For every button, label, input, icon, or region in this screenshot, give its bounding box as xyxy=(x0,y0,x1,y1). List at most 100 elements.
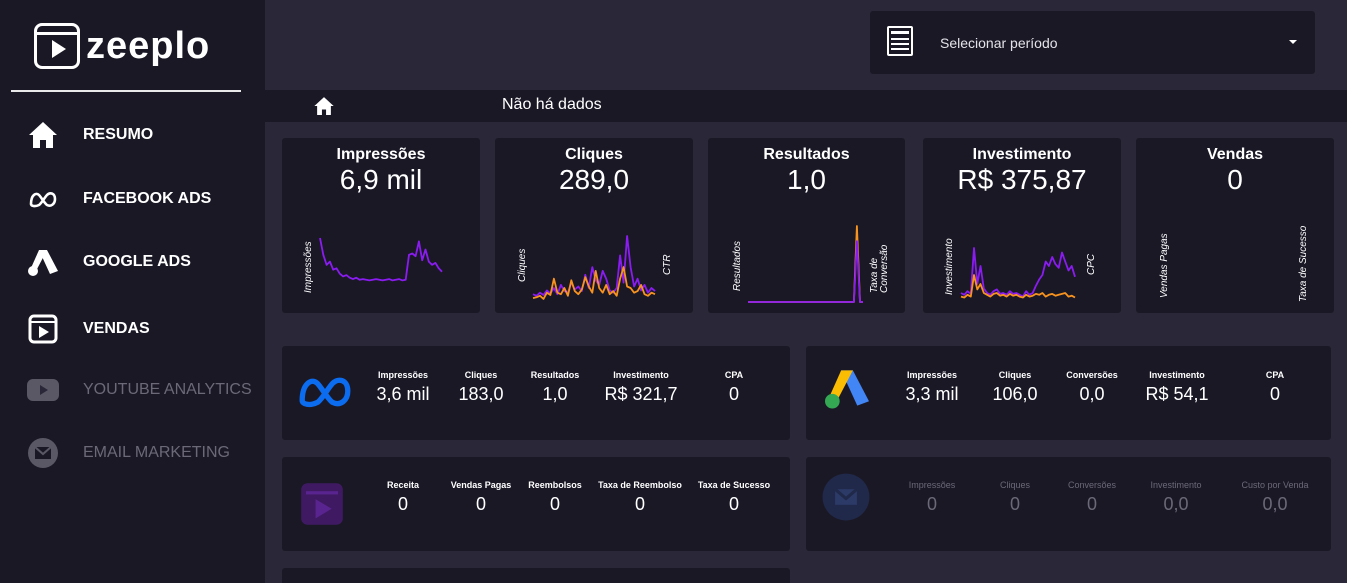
email-panel[interactable]: Impressões 0 Cliques 0 Conversões 0 Investi… xyxy=(806,457,1331,551)
breadcrumb: Não há dados xyxy=(265,90,1347,122)
brand-name: zeeplo xyxy=(86,24,211,67)
stat: Reembolsos 0 xyxy=(505,480,605,515)
stat-value: 3,6 mil xyxy=(376,384,430,404)
stat: Receita 0 xyxy=(353,480,453,515)
stat-value: 0 xyxy=(926,494,937,514)
sidebar-item-label: VENDAS xyxy=(83,320,150,337)
stat-label: Custo por Venda xyxy=(1241,480,1309,490)
stat-label: Conversões xyxy=(1066,370,1118,380)
stat-value: 0 xyxy=(728,384,739,404)
kpi-title: Impressões xyxy=(336,146,426,163)
sidebar-item-youtube-analytics[interactable]: YOUTUBE ANALYTICS xyxy=(0,365,265,415)
sidebar: zeeplo RESUMO FACEBOOK ADS GOOGLE ADS VE… xyxy=(0,0,265,583)
stat: Cliques 0 xyxy=(965,480,1065,515)
stat-label: Investimento xyxy=(1150,480,1202,490)
sidebar-item-label: RESUMO xyxy=(83,126,154,143)
home-icon xyxy=(26,118,60,152)
stat-value: 0 xyxy=(1269,384,1280,404)
stat-value: 0,0 xyxy=(1079,384,1105,404)
kpi-value: 0 xyxy=(1227,164,1243,195)
youtube-icon xyxy=(26,373,60,407)
sidebar-item-label: EMAIL MARKETING xyxy=(83,444,230,461)
stat-value: 0 xyxy=(1086,494,1097,514)
series-line-impress-es xyxy=(319,237,443,282)
sidebar-item-facebook-ads[interactable]: FACEBOOK ADS xyxy=(0,174,265,224)
stat-value: 0,0 xyxy=(1262,494,1288,514)
stat-label: Impressões xyxy=(377,370,429,380)
period-selector[interactable]: Selecionar período xyxy=(870,11,1315,74)
zeeplo-logo-icon xyxy=(298,480,346,533)
kpi-card-impressoes: Impressões 6,9 mil Impressões xyxy=(282,138,480,313)
kpi-title: Cliques xyxy=(565,146,623,163)
meta-logo-icon xyxy=(296,372,354,415)
stat: Taxa de Sucesso 0 xyxy=(684,480,784,515)
kpi-left-axis: Vendas Pagas xyxy=(1159,233,1170,298)
kpi-title: Investimento xyxy=(972,146,1072,163)
stat-label: Conversões xyxy=(1067,480,1117,490)
stat-label: Resultados xyxy=(530,370,580,380)
sidebar-item-google-ads[interactable]: GOOGLE ADS xyxy=(0,237,265,287)
period-label: Selecionar período xyxy=(940,34,1058,51)
stat: Impressões 3,6 mil xyxy=(353,370,453,405)
stat: Investimento 0,0 xyxy=(1126,480,1226,515)
stat: Cliques 106,0 xyxy=(965,370,1065,405)
stat-label: Investimento xyxy=(1149,370,1205,380)
email-logo-icon xyxy=(821,472,871,527)
sidebar-item-resumo[interactable]: RESUMO xyxy=(0,110,265,160)
kpi-value: 289,0 xyxy=(558,164,630,195)
stat-label: Cliques xyxy=(464,370,498,380)
series-line-cliques xyxy=(532,235,656,297)
stat: Cliques 183,0 xyxy=(431,370,531,405)
kpi-chart xyxy=(748,225,863,303)
stat-value: 0 xyxy=(475,494,486,514)
stat-value: 0 xyxy=(397,494,408,514)
kpi-card-investimento: Investimento R$ 375,87 Investimento CPC xyxy=(923,138,1121,313)
meta-icon xyxy=(26,182,60,216)
kpi-title: Resultados xyxy=(763,146,850,163)
stat: CPA 0 xyxy=(1225,370,1325,405)
stat-label: Vendas Pagas xyxy=(450,480,512,490)
sidebar-item-label: FACEBOOK ADS xyxy=(83,190,212,207)
stat-value: 0,0 xyxy=(1163,494,1189,514)
kpi-value: 1,0 xyxy=(787,164,826,195)
stat-value: 0 xyxy=(728,494,739,514)
stat-value: 1,0 xyxy=(542,384,568,404)
series-line-investimento xyxy=(960,247,1076,298)
stat: Vendas Pagas 0 xyxy=(431,480,531,515)
email-icon xyxy=(26,436,60,470)
series-line-cpc xyxy=(960,274,1076,299)
sidebar-item-email-marketing[interactable]: EMAIL MARKETING xyxy=(0,428,265,478)
sidebar-item-label: YOUTUBE ANALYTICS xyxy=(83,381,252,398)
stat-label: CPA xyxy=(724,370,744,380)
kpi-value: R$ 375,87 xyxy=(957,164,1087,195)
sidebar-item-vendas[interactable]: VENDAS xyxy=(0,304,265,354)
zeeplo-logo-icon xyxy=(34,23,80,69)
stat-label: Impressões xyxy=(908,480,956,490)
stat-label: Reembolsos xyxy=(528,480,582,490)
stat-value: 0 xyxy=(634,494,645,514)
kpi-chart xyxy=(532,235,656,300)
stat: Impressões 0 xyxy=(882,480,982,515)
calendar-icon xyxy=(887,26,913,56)
facebook-panel[interactable]: Impressões 3,6 mil Cliques 183,0 Resultado… xyxy=(282,346,790,440)
vendas-panel[interactable]: Receita 0 Vendas Pagas 0 Reembolsos 0 Taxa … xyxy=(282,457,790,551)
kpi-right-axis: Taxa de Sucesso xyxy=(1298,225,1309,302)
series-line-resultados xyxy=(748,225,863,303)
stat-value: R$ 321,7 xyxy=(604,384,678,404)
kpi-card-vendas: Vendas 0 Vendas Pagas Taxa de Sucesso xyxy=(1136,138,1334,313)
kpi-value: 6,9 mil xyxy=(339,164,423,195)
zeeplo-icon xyxy=(26,312,60,346)
caret-down-icon xyxy=(1289,40,1297,44)
stat: Taxa de Reembolso 0 xyxy=(590,480,690,515)
google-panel[interactable]: Impressões 3,3 mil Cliques 106,0 Conversõe… xyxy=(806,346,1331,440)
google-ads-logo-icon xyxy=(821,366,873,415)
kpi-chart xyxy=(319,237,443,282)
partial-panel xyxy=(282,568,790,583)
stat-label: Receita xyxy=(386,480,420,490)
stat: Investimento R$ 321,7 xyxy=(591,370,691,405)
stat-value: 0 xyxy=(549,494,560,514)
brand-logo[interactable]: zeeplo xyxy=(34,22,210,70)
home-icon[interactable] xyxy=(313,95,335,122)
series-line-taxa-de-convers-o xyxy=(748,240,863,303)
stat-value: R$ 54,1 xyxy=(1145,384,1209,404)
